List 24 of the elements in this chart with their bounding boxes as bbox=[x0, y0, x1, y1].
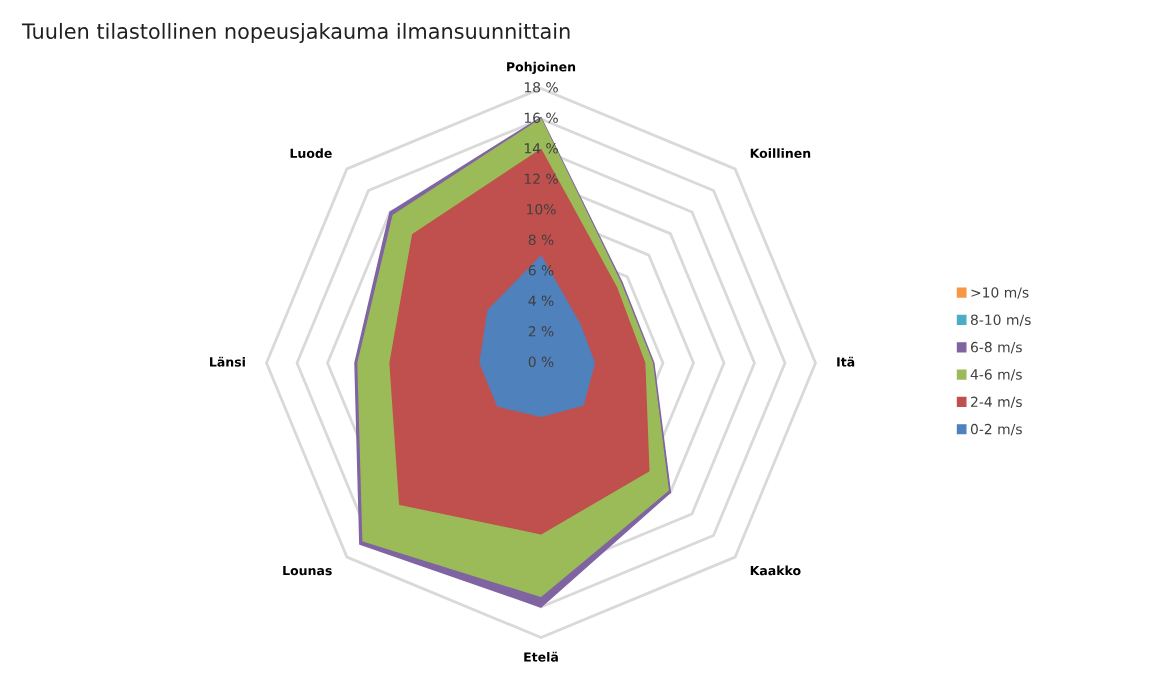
legend-label: 0-2 m/s bbox=[970, 423, 1022, 436]
y-tick-label: 16 % bbox=[524, 112, 558, 124]
y-tick-label: 2 % bbox=[528, 326, 554, 337]
spoke-label: Länsi bbox=[210, 356, 245, 367]
y-tick-label: 8 % bbox=[528, 234, 554, 246]
spoke-label: Pohjoinen bbox=[507, 61, 576, 75]
y-tick-label: 12 % bbox=[524, 173, 558, 185]
spoke-label: Kaakko bbox=[750, 565, 801, 576]
spoke-label: Koillinen bbox=[750, 148, 811, 158]
y-tick-label: 4 % bbox=[528, 295, 554, 307]
y-tick-label: 0 % bbox=[528, 356, 554, 368]
spoke-label: Lounas bbox=[283, 565, 332, 576]
y-tick-label: 10% bbox=[527, 204, 556, 215]
legend-label: 6-8 m/s bbox=[970, 341, 1022, 354]
legend-label: 2-4 m/s bbox=[971, 396, 1022, 409]
legend-label: 4-6 m/s bbox=[970, 369, 1022, 381]
y-tick-label: 18 % bbox=[524, 82, 558, 93]
spoke-label: Luode bbox=[290, 148, 332, 158]
spoke-label: Itä bbox=[837, 356, 855, 367]
y-tick-label: 14 % bbox=[524, 143, 558, 154]
spoke-label: Etelä bbox=[524, 651, 558, 662]
chart-title: Tuulen tilastollinen nopeusjakauma ilmansuunnittain bbox=[21, 22, 570, 44]
legend-label: >10 m/s bbox=[971, 287, 1029, 299]
legend-label: 8-10 m/s bbox=[970, 314, 1031, 327]
